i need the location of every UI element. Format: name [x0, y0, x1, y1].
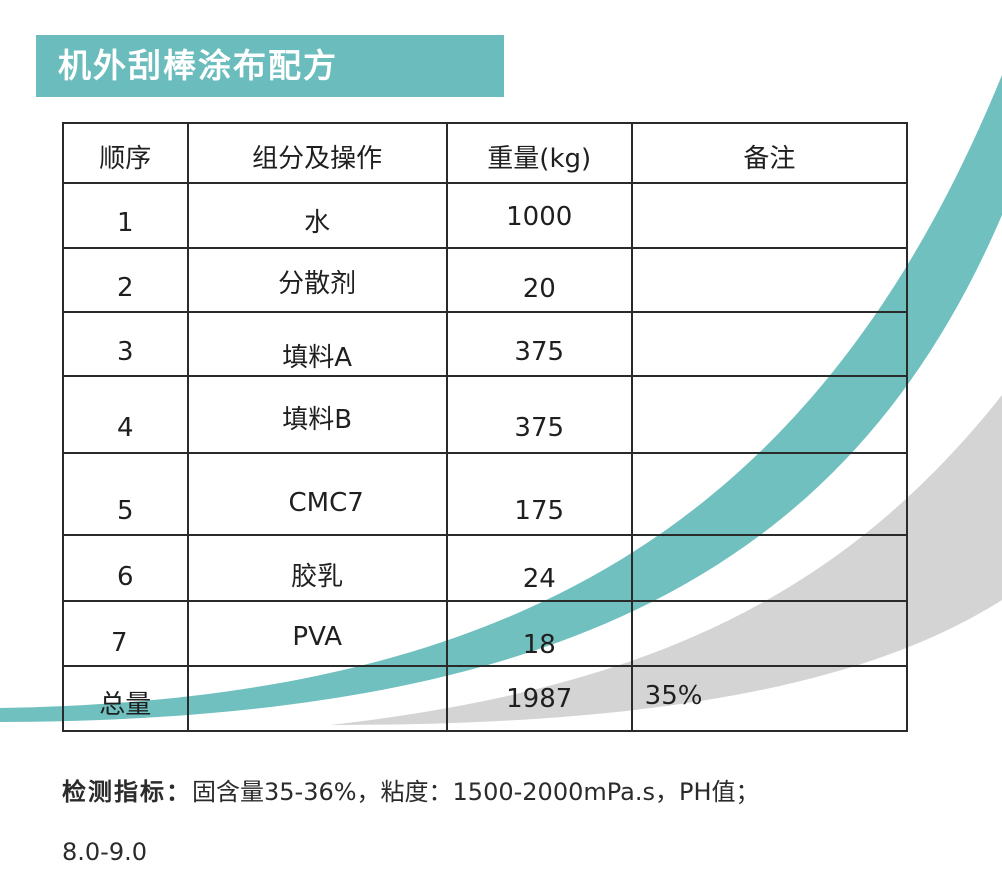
- seq-cell: 6: [117, 562, 134, 592]
- total-weight: 1987: [506, 684, 573, 714]
- table-row: 4 填料B 375: [62, 375, 909, 454]
- seq-cell: 5: [117, 496, 134, 526]
- table-row: 1 水 1000: [62, 182, 909, 249]
- test-indicators: 检测指标：固含量35-36%，粘度：1500-2000mPa.s，PH值； 8.…: [62, 762, 962, 882]
- table-row: 3 填料A 375: [62, 311, 909, 377]
- component-cell: 分散剂: [278, 269, 357, 299]
- test-indicators-text: 固含量35-36%，粘度：1500-2000mPa.s，PH值；: [192, 778, 760, 806]
- component-cell: 填料B: [282, 405, 353, 435]
- seq-cell: 2: [117, 273, 134, 303]
- table-row: 6 胶乳 24: [62, 534, 909, 602]
- weight-cell: 375: [514, 337, 565, 367]
- table-row: 2 分散剂 20: [62, 247, 909, 313]
- weight-cell: 20: [522, 274, 556, 304]
- component-cell: 胶乳: [291, 562, 344, 592]
- header-seq: 顺序: [99, 144, 152, 174]
- header-component: 组分及操作: [252, 144, 383, 174]
- weight-cell: 18: [522, 630, 556, 660]
- weight-cell: 175: [514, 496, 565, 526]
- seq-cell: 7: [111, 628, 128, 658]
- header-note: 备注: [743, 144, 796, 174]
- weight-cell: 375: [514, 413, 565, 443]
- table-header-row: 顺序 组分及操作 重量(kg) 备注: [62, 122, 909, 184]
- title-banner: 机外刮棒涂布配方: [36, 35, 504, 97]
- weight-cell: 1000: [506, 202, 573, 232]
- weight-cell: 24: [522, 564, 556, 594]
- component-cell: CMC7: [288, 488, 364, 518]
- component-cell: 填料A: [282, 343, 353, 373]
- page-title: 机外刮棒涂布配方: [58, 46, 338, 85]
- table-total-row: 总量 1987 35%: [62, 665, 909, 732]
- table-row: 7 PVA 18: [62, 600, 909, 667]
- seq-cell: 3: [117, 337, 134, 367]
- total-label: 总量: [99, 690, 152, 720]
- total-note: 35%: [644, 681, 703, 711]
- table-row: 5 CMC7 175: [62, 452, 909, 536]
- header-weight: 重量(kg): [487, 144, 592, 174]
- test-indicators-label: 检测指标：: [62, 778, 192, 806]
- component-cell: PVA: [292, 622, 342, 652]
- seq-cell: 4: [117, 413, 134, 443]
- test-indicators-line2: 8.0-9.0: [62, 838, 147, 866]
- formula-table: 顺序 组分及操作 重量(kg) 备注 1 水 1000 2 分散剂 20 3 填…: [62, 122, 909, 732]
- component-cell: 水: [304, 208, 331, 238]
- test-indicators-line1: 检测指标：固含量35-36%，粘度：1500-2000mPa.s，PH值；: [62, 762, 962, 822]
- seq-cell: 1: [117, 208, 134, 238]
